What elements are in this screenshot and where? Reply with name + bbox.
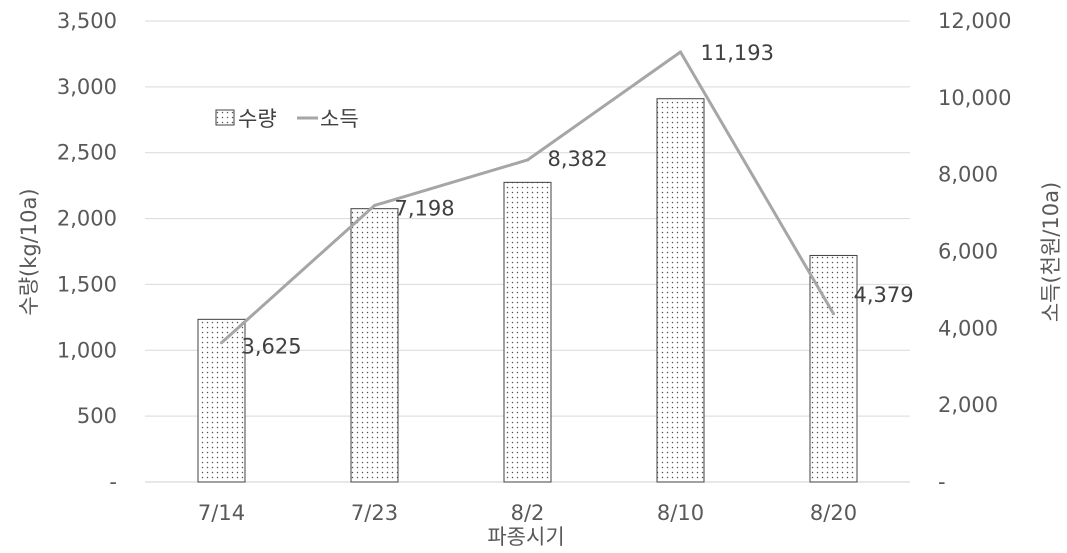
y2-tick-label: 6,000	[938, 240, 998, 264]
left-axis-ticks: - 500 1,000 1,500 2,000 2,500 3,000 3,500	[57, 9, 117, 494]
line-point	[220, 341, 223, 345]
data-label: 11,193	[701, 41, 774, 65]
y-tick-label: -	[109, 470, 117, 494]
bar-series	[197, 98, 858, 483]
y-tick-label: 1,000	[57, 338, 117, 362]
data-label: 7,198	[395, 196, 455, 220]
y-tick-label: 2,500	[57, 141, 117, 165]
y2-tick-label: 2,000	[938, 393, 998, 417]
bar	[350, 208, 399, 483]
bar	[197, 318, 246, 483]
x-axis-title: 파종시기	[487, 525, 564, 549]
legend: 수량 소득	[215, 107, 359, 131]
legend-line-label: 소득	[320, 107, 359, 131]
legend-bar-label: 수량	[238, 107, 277, 131]
y-tick-label: 3,000	[57, 75, 117, 99]
x-tick-label: 8/20	[810, 501, 857, 525]
y-axis-title: 수량(kg/10a)	[17, 188, 41, 315]
data-labels: 3,625 7,198 8,382 11,193 4,379	[242, 41, 914, 359]
line-point	[526, 158, 529, 162]
data-label: 8,382	[548, 147, 608, 171]
y2-tick-label: 4,000	[938, 316, 998, 340]
y-tick-label: 2,000	[57, 207, 117, 231]
y-tick-label: 1,500	[57, 272, 117, 296]
y2-tick-label: -	[938, 470, 946, 494]
bar	[503, 181, 552, 483]
x-axis-ticks: 7/14 7/23 8/2 8/10 8/20	[198, 501, 857, 525]
x-tick-label: 8/10	[657, 501, 704, 525]
bar	[656, 98, 705, 483]
y-tick-label: 3,500	[57, 9, 117, 33]
y2-tick-label: 8,000	[938, 163, 998, 187]
legend-bar-swatch	[215, 109, 235, 126]
x-tick-label: 7/23	[351, 501, 398, 525]
x-tick-label: 8/2	[511, 501, 545, 525]
y2-tick-label: 10,000	[938, 86, 1011, 110]
right-axis-ticks: - 2,000 4,000 6,000 8,000 10,000 12,000	[938, 9, 1011, 494]
line-point	[373, 203, 376, 207]
y2-tick-label: 12,000	[938, 9, 1011, 33]
y2-axis-title: 소득(천원/10a)	[1039, 182, 1063, 322]
x-tick-label: 7/14	[198, 501, 245, 525]
data-label: 4,379	[854, 283, 914, 307]
line-series	[220, 50, 835, 345]
line-point	[679, 50, 682, 54]
data-label: 3,625	[242, 335, 302, 359]
y-tick-label: 500	[77, 404, 117, 428]
line-point	[832, 312, 835, 316]
bar	[809, 254, 858, 483]
